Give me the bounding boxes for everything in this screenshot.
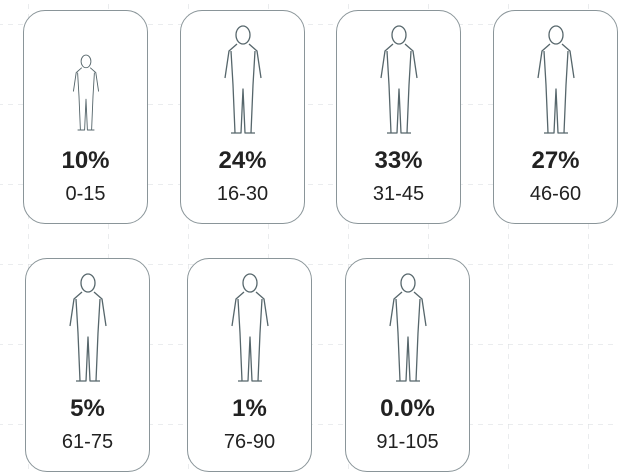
age-card: 1% 76-90 [187, 258, 312, 472]
age-card: 10% 0-15 [23, 10, 148, 224]
age-card: 27% 46-60 [493, 10, 618, 224]
age-card: 0.0% 91-105 [345, 258, 470, 472]
age-range-label: 46-60 [494, 183, 617, 206]
person-icon [526, 23, 586, 138]
age-card: 5% 61-75 [25, 258, 150, 472]
age-range-label: 76-90 [188, 431, 311, 454]
percent-label: 0.0% [346, 395, 469, 423]
age-card: 24% 16-30 [180, 10, 305, 224]
percent-label: 10% [24, 147, 147, 175]
percent-label: 1% [188, 395, 311, 423]
person-icon [220, 271, 280, 386]
age-range-label: 91-105 [346, 431, 469, 454]
percent-label: 24% [181, 147, 304, 175]
percent-label: 27% [494, 147, 617, 175]
age-range-label: 31-45 [337, 183, 460, 206]
person-icon [213, 23, 273, 138]
page: 10%0-15 24%16-30 33%31-45 27%46-60 5%61- [0, 0, 618, 471]
person-icon [369, 23, 429, 138]
person-icon [378, 271, 438, 386]
person-icon [56, 23, 116, 138]
age-range-label: 16-30 [181, 183, 304, 206]
age-range-label: 0-15 [24, 183, 147, 206]
age-card: 33% 31-45 [336, 10, 461, 224]
percent-label: 5% [26, 395, 149, 423]
person-icon [58, 271, 118, 386]
percent-label: 33% [337, 147, 460, 175]
age-range-label: 61-75 [26, 431, 149, 454]
